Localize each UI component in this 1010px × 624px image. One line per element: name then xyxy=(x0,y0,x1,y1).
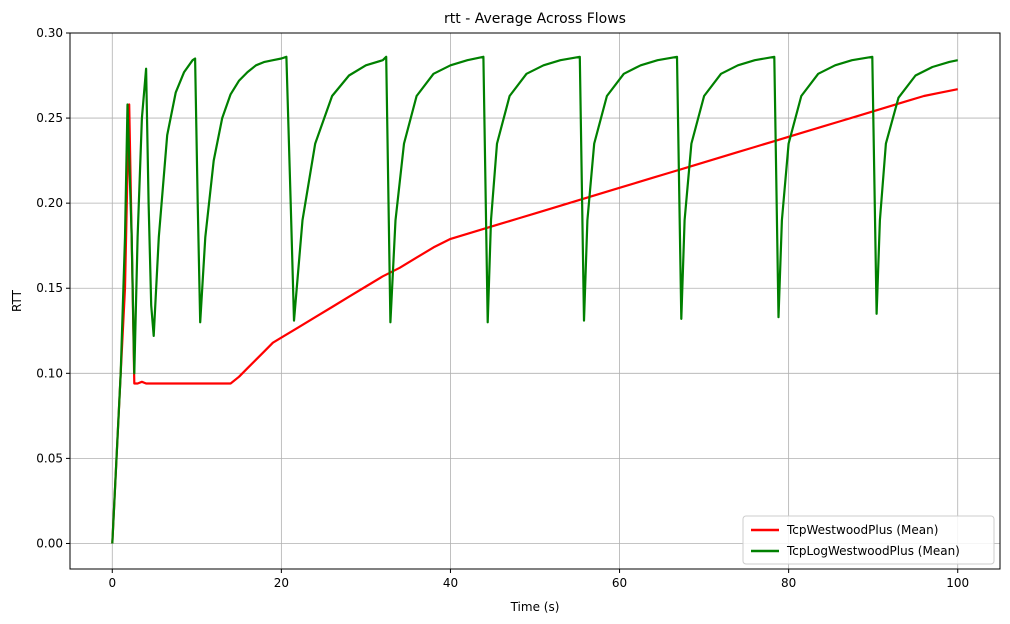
y-axis-ticks: 0.00 0.05 0.10 0.15 0.20 0.25 0.30 xyxy=(36,26,70,550)
series-tcpwestwoodplus-line xyxy=(111,88,958,544)
x-axis-label: Time (s) xyxy=(510,600,560,614)
x-axis-ticks: 0 20 40 60 80 100 xyxy=(108,569,969,590)
y-tick-label: 0.00 xyxy=(36,536,63,550)
y-tick-label: 0.10 xyxy=(36,366,63,380)
series-tcplogwestwoodplus-line xyxy=(111,55,958,544)
plot-area xyxy=(70,33,1000,569)
y-tick-label: 0.05 xyxy=(36,451,63,465)
x-tick-label: 100 xyxy=(946,576,969,590)
x-tick-label: 60 xyxy=(612,576,627,590)
y-tick-label: 0.25 xyxy=(36,111,63,125)
y-tick-label: 0.15 xyxy=(36,281,63,295)
legend-box xyxy=(742,515,995,565)
y-tick-label: 0.20 xyxy=(36,196,63,210)
plot-frame xyxy=(69,32,1001,570)
legend: TcpWestwoodPlus (Mean) TcpLogWestwoodPlu… xyxy=(742,515,995,565)
series-layer xyxy=(111,55,958,544)
x-tick-label: 0 xyxy=(108,576,116,590)
legend-label-tcpwestwoodplus: TcpWestwoodPlus (Mean) xyxy=(786,523,938,537)
y-tick-label: 0.30 xyxy=(36,26,63,40)
x-tick-label: 40 xyxy=(443,576,458,590)
x-tick-label: 80 xyxy=(781,576,796,590)
x-tick-label: 20 xyxy=(274,576,289,590)
chart-title: rtt - Average Across Flows xyxy=(444,11,626,27)
legend-label-tcplogwestwoodplus: TcpLogWestwoodPlus (Mean) xyxy=(786,544,960,558)
y-axis-label: RTT xyxy=(10,289,24,312)
